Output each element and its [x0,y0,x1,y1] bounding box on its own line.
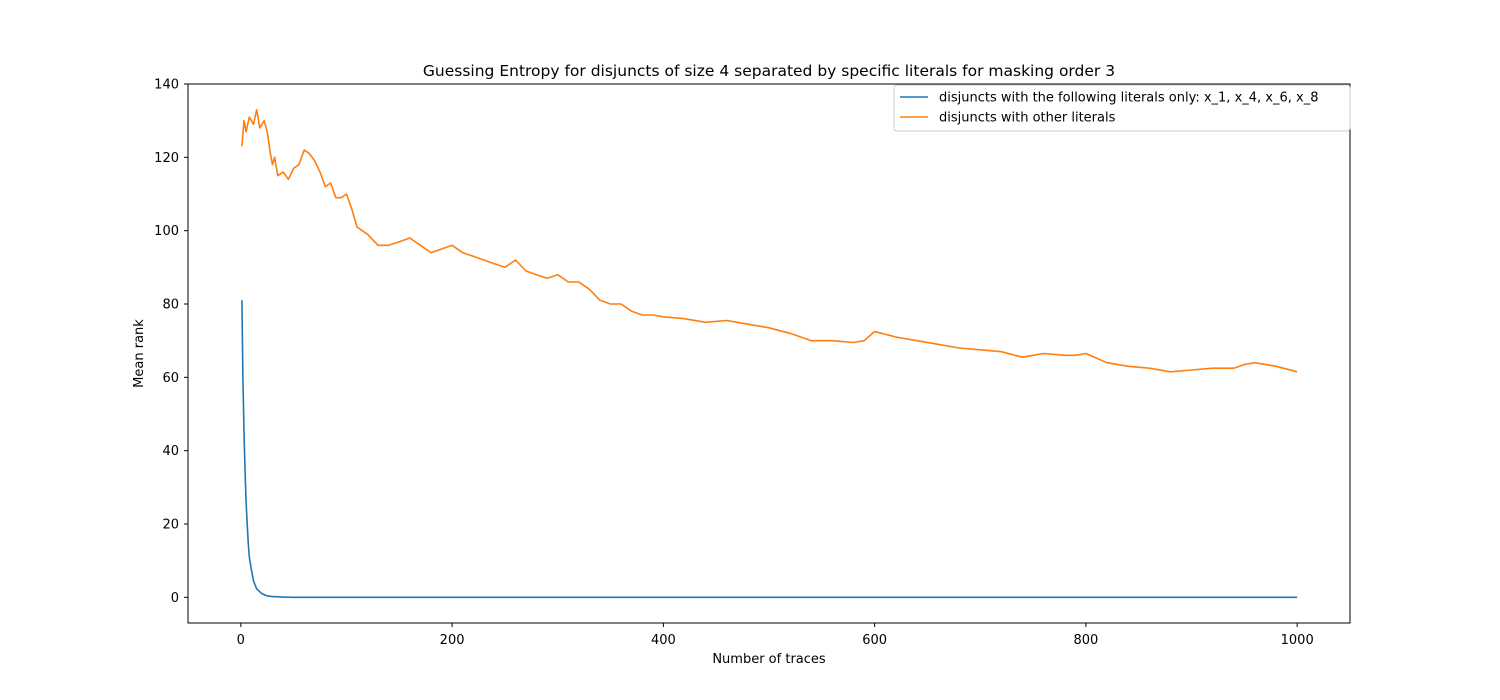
legend-label-2: disjuncts with other literals [939,111,1116,126]
y-tick-label: 140 [154,78,179,93]
x-tick-label: 1000 [1281,633,1314,648]
y-tick-label: 100 [154,224,179,239]
chart-title: Guessing Entropy for disjuncts of size 4… [423,62,1115,80]
x-tick-label: 0 [237,633,245,648]
legend-box [893,84,1351,132]
y-tick-label: 80 [162,298,179,313]
x-axis-ticks: 0 200 400 600 800 1000 [237,623,1314,648]
series-line-1 [241,300,1298,599]
x-tick-label: 200 [440,633,465,648]
series-line-2 [241,108,1298,373]
x-tick-label: 800 [1073,633,1098,648]
y-tick-label: 40 [162,444,179,459]
y-tick-label: 60 [162,371,179,386]
legend: disjuncts with the following literals on… [893,84,1351,132]
plot-frame [187,83,1351,624]
y-tick-label: 0 [171,591,179,606]
x-tick-label: 600 [862,633,887,648]
y-tick-label: 120 [154,151,179,166]
y-axis-label: Mean rank [132,319,147,388]
y-tick-label: 20 [162,518,179,533]
x-axis-label: Number of traces [712,652,826,667]
plot-lines [241,108,1298,599]
y-axis-ticks: 0 20 40 60 80 100 120 140 [154,78,188,606]
legend-label-1: disjuncts with the following literals on… [939,91,1319,106]
x-tick-label: 400 [651,633,676,648]
